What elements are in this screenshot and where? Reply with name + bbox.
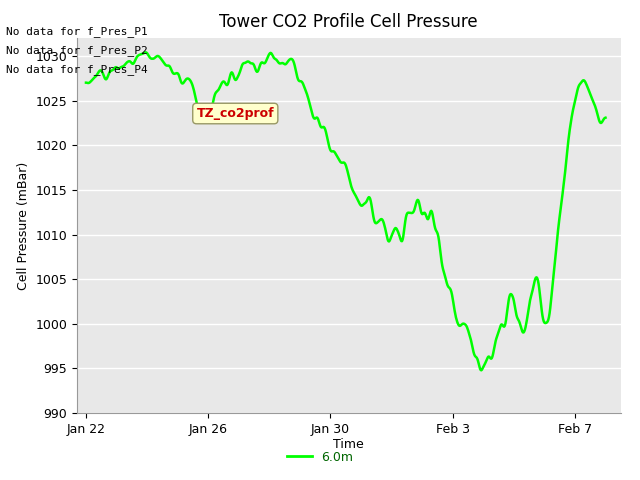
Legend: 6.0m: 6.0m: [282, 446, 358, 469]
Y-axis label: Cell Pressure (mBar): Cell Pressure (mBar): [17, 161, 29, 290]
Text: No data for f_Pres_P4: No data for f_Pres_P4: [6, 64, 148, 75]
Text: No data for f_Pres_P2: No data for f_Pres_P2: [6, 45, 148, 56]
Text: TZ_co2prof: TZ_co2prof: [196, 107, 274, 120]
X-axis label: Time: Time: [333, 438, 364, 451]
Title: Tower CO2 Profile Cell Pressure: Tower CO2 Profile Cell Pressure: [220, 13, 478, 31]
Text: No data for f_Pres_P1: No data for f_Pres_P1: [6, 25, 148, 36]
